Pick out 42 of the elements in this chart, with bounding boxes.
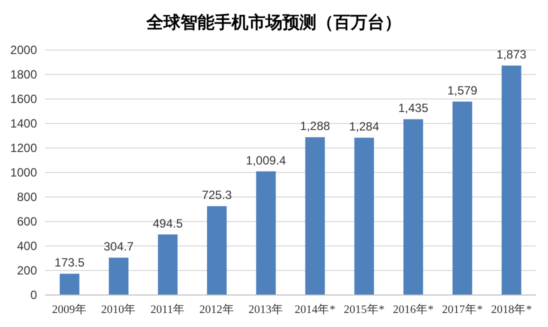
x-tick-label: 2018年* — [491, 303, 532, 316]
data-label: 725.3 — [202, 188, 232, 202]
bar — [60, 274, 80, 295]
bar — [354, 138, 374, 295]
x-tick-label: 2011年 — [150, 303, 186, 316]
bar — [502, 66, 522, 295]
data-label: 173.5 — [54, 256, 85, 270]
data-label: 1,579 — [447, 84, 478, 98]
data-label: 1,435 — [398, 101, 429, 116]
x-tick-label: 2012年 — [199, 303, 234, 316]
data-label: 304.7 — [104, 240, 134, 254]
x-tick-label: 2017年* — [442, 303, 483, 316]
chart-title: 全球智能手机市场预测（百万台） — [146, 13, 402, 33]
y-tick-label: 1400 — [10, 116, 38, 131]
x-tick-label: 2015年* — [344, 303, 385, 316]
y-tick-label: 800 — [16, 190, 38, 204]
y-tick-label: 0 — [30, 288, 38, 302]
y-tick-label: 200 — [16, 264, 38, 278]
y-tick-label: 1600 — [10, 92, 38, 106]
y-tick-label: 600 — [16, 214, 38, 229]
y-tick-label: 1800 — [10, 68, 38, 82]
y-tick-label: 1200 — [10, 141, 38, 156]
bar — [207, 206, 227, 295]
bar — [256, 171, 276, 295]
x-tick-label: 2009年 — [52, 303, 88, 316]
data-label: 1,284 — [349, 120, 380, 134]
data-label: 1,009.4 — [246, 153, 286, 168]
data-label: 494.5 — [152, 216, 184, 230]
y-tick-label: 2000 — [10, 43, 38, 58]
x-tick-label: 2010年 — [101, 303, 136, 316]
bar — [403, 119, 424, 295]
x-tick-label: 2013年 — [248, 303, 284, 316]
bar — [452, 102, 472, 295]
bar — [158, 234, 178, 295]
x-tick-label: 2016年* — [392, 303, 434, 316]
y-tick-label: 1000 — [10, 166, 38, 180]
data-label: 1,873 — [496, 48, 527, 62]
bar — [108, 258, 128, 295]
bar — [305, 137, 325, 295]
y-tick-label: 400 — [16, 239, 38, 254]
x-tick-label: 2014年* — [294, 303, 336, 316]
data-label: 1,288 — [300, 119, 330, 134]
